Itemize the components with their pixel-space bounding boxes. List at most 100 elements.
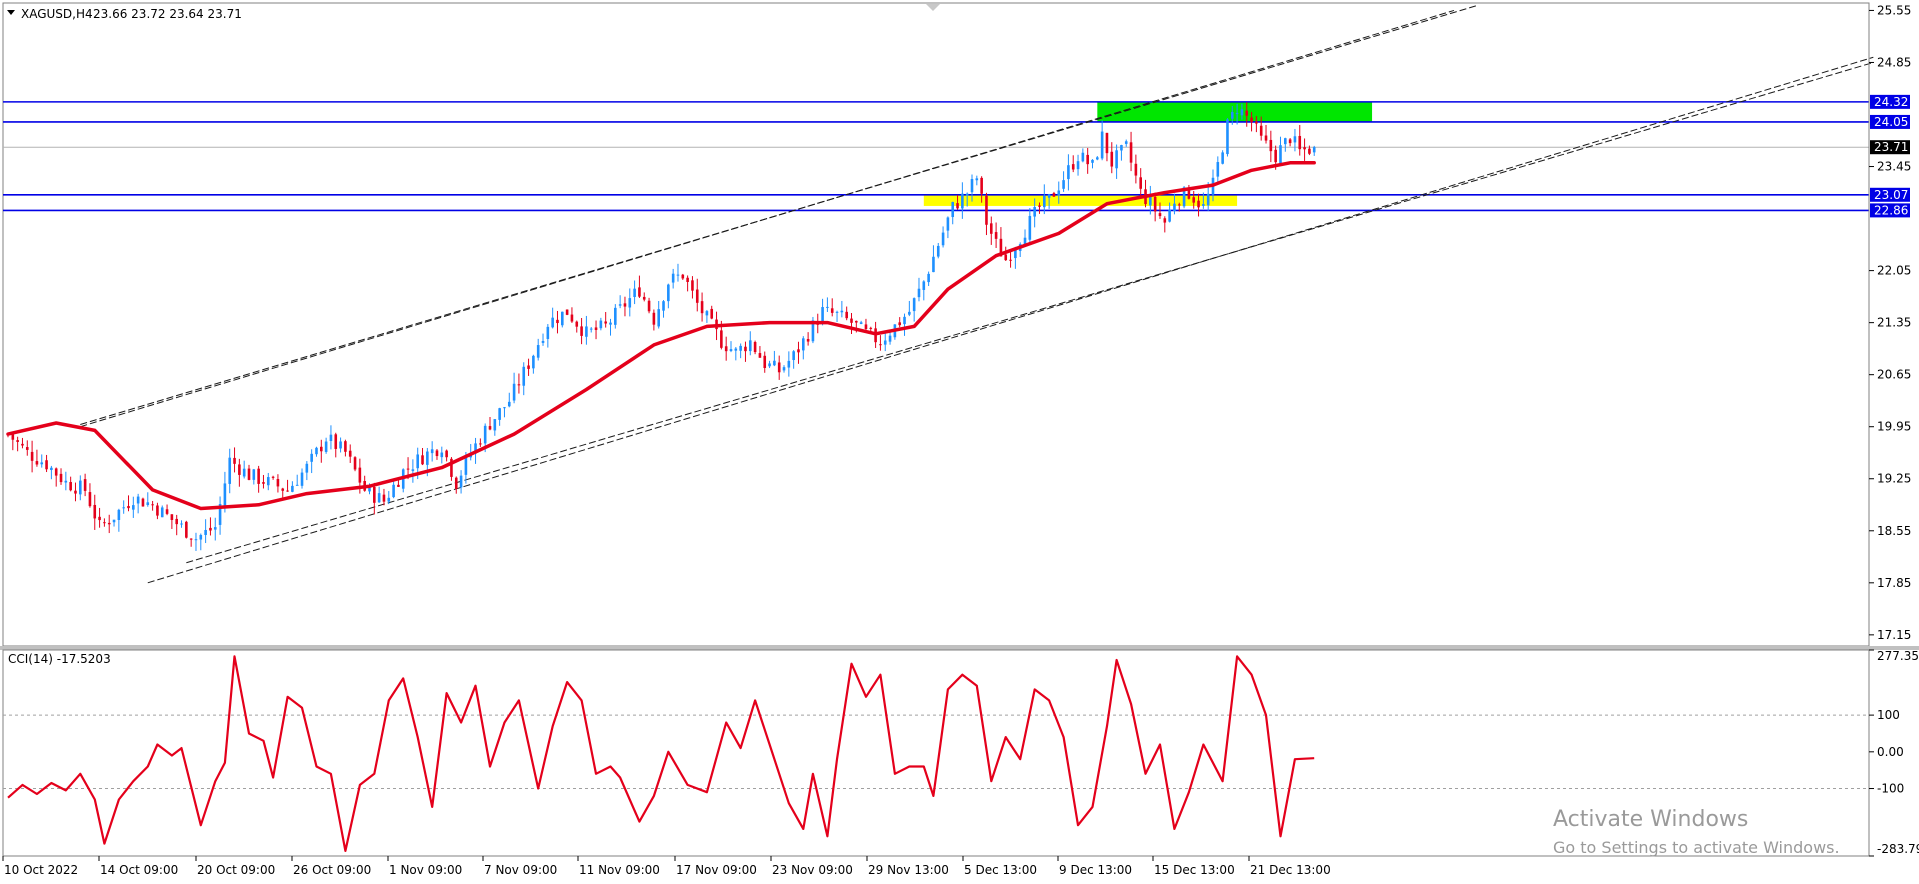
candle[interactable] xyxy=(344,439,347,457)
candle[interactable] xyxy=(575,320,579,333)
candle[interactable] xyxy=(609,318,612,336)
candle[interactable] xyxy=(883,332,887,352)
candle[interactable] xyxy=(339,437,342,453)
candle[interactable] xyxy=(266,472,270,491)
candle[interactable] xyxy=(1240,103,1244,120)
candle[interactable] xyxy=(1163,216,1167,233)
candle[interactable] xyxy=(242,460,246,479)
candle[interactable] xyxy=(353,456,357,472)
candle[interactable] xyxy=(50,465,53,480)
candle[interactable] xyxy=(618,295,622,309)
candle[interactable] xyxy=(536,338,540,361)
candle[interactable] xyxy=(975,175,979,186)
candle[interactable] xyxy=(705,309,709,323)
candle[interactable] xyxy=(1177,202,1181,212)
candle[interactable] xyxy=(1173,193,1176,215)
candle[interactable] xyxy=(228,448,232,494)
candle[interactable] xyxy=(189,538,193,547)
candle[interactable] xyxy=(107,514,111,534)
candle[interactable] xyxy=(657,300,660,329)
candle[interactable] xyxy=(739,343,742,359)
candle[interactable] xyxy=(324,437,328,454)
candle[interactable] xyxy=(54,467,58,487)
candle[interactable] xyxy=(315,446,318,457)
candle[interactable] xyxy=(652,309,656,331)
candle[interactable] xyxy=(1168,202,1171,223)
candle[interactable] xyxy=(1100,120,1104,161)
candle[interactable] xyxy=(411,459,415,483)
candle[interactable] xyxy=(1303,138,1306,161)
candle[interactable] xyxy=(1091,159,1094,169)
candle[interactable] xyxy=(691,276,694,299)
candle[interactable] xyxy=(941,226,945,248)
candle[interactable] xyxy=(1023,229,1027,246)
candle[interactable] xyxy=(585,315,588,345)
candle[interactable] xyxy=(614,304,617,329)
candle[interactable] xyxy=(633,280,636,305)
candle[interactable] xyxy=(300,468,304,489)
candle[interactable] xyxy=(1226,118,1229,157)
candle[interactable] xyxy=(1057,181,1061,204)
candle[interactable] xyxy=(561,311,564,328)
candle[interactable] xyxy=(956,194,959,210)
candle[interactable] xyxy=(1086,147,1089,174)
candle[interactable] xyxy=(700,292,704,322)
candle[interactable] xyxy=(546,324,550,348)
candle[interactable] xyxy=(734,346,738,361)
candle[interactable] xyxy=(498,407,501,426)
candle[interactable] xyxy=(479,438,482,447)
candle[interactable] xyxy=(45,454,48,473)
candle[interactable] xyxy=(93,494,97,530)
candle[interactable] xyxy=(218,496,222,535)
candle[interactable] xyxy=(768,360,771,369)
candle[interactable] xyxy=(1052,191,1056,197)
candle[interactable] xyxy=(295,474,299,486)
candle[interactable] xyxy=(859,320,863,325)
candle[interactable] xyxy=(141,497,145,507)
candle[interactable] xyxy=(710,305,714,320)
candle[interactable] xyxy=(773,350,776,367)
candle[interactable] xyxy=(667,283,670,309)
support-zone[interactable] xyxy=(923,194,1238,206)
candle[interactable] xyxy=(1076,154,1080,176)
candle[interactable] xyxy=(589,327,593,333)
candle[interactable] xyxy=(922,280,926,301)
price-panel[interactable]: XAGUSD,H4 23.66 23.72 23.64 23.71 xyxy=(2,2,1874,647)
candle[interactable] xyxy=(980,176,983,203)
candle[interactable] xyxy=(435,448,439,460)
candle[interactable] xyxy=(132,496,135,518)
candle[interactable] xyxy=(782,365,786,373)
candle[interactable] xyxy=(1110,142,1114,174)
candle[interactable] xyxy=(758,346,762,358)
candle[interactable] xyxy=(382,488,386,506)
candle[interactable] xyxy=(1124,139,1128,147)
candle[interactable] xyxy=(912,297,916,322)
candle[interactable] xyxy=(522,362,526,396)
candle[interactable] xyxy=(1312,145,1316,156)
candle[interactable] xyxy=(238,458,241,487)
candle[interactable] xyxy=(748,331,752,356)
candle[interactable] xyxy=(835,310,839,322)
candle[interactable] xyxy=(262,474,265,489)
candle[interactable] xyxy=(329,425,333,450)
candle[interactable] xyxy=(642,292,646,302)
candle[interactable] xyxy=(88,483,92,508)
candle[interactable] xyxy=(638,275,641,299)
candle[interactable] xyxy=(257,465,260,493)
time-axis[interactable]: 10 Oct 2022 14 Oct 09:00 20 Oct 09:00 26 Oc… xyxy=(2,856,1331,877)
candle[interactable] xyxy=(1202,192,1205,209)
candle[interactable] xyxy=(527,358,530,376)
candle[interactable] xyxy=(247,464,251,481)
price-axis[interactable]: 25.55 24.85 23.45 22.05 21.35 20.65 19.95 19.25… xyxy=(1868,3,1911,646)
candle[interactable] xyxy=(21,437,24,449)
candle[interactable] xyxy=(170,514,174,529)
candle[interactable] xyxy=(604,311,607,328)
candle[interactable] xyxy=(932,245,935,273)
candle[interactable] xyxy=(1284,137,1287,152)
candle[interactable] xyxy=(1298,124,1302,156)
candle[interactable] xyxy=(11,433,15,451)
candle[interactable] xyxy=(209,517,212,536)
candle[interactable] xyxy=(961,182,964,219)
candle[interactable] xyxy=(797,341,800,364)
